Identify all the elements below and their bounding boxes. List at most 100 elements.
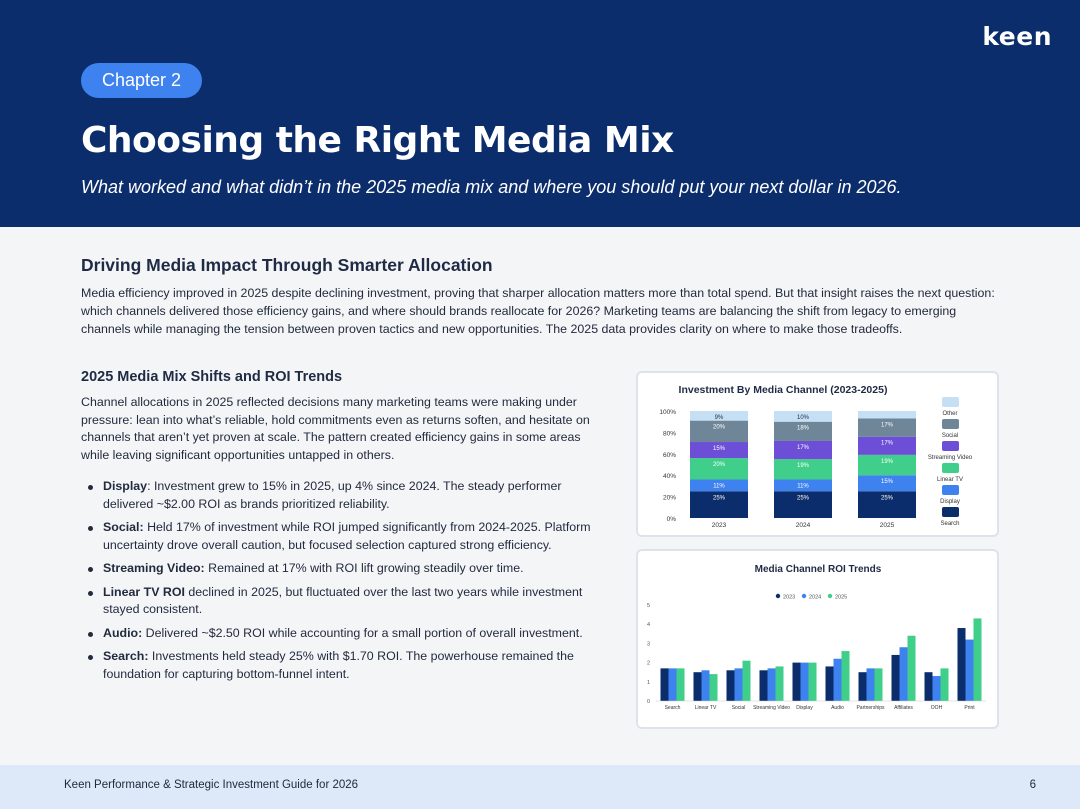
- y-tick-label: 40%: [663, 473, 676, 480]
- intro-paragraph: Media efficiency improved in 2025 despit…: [81, 286, 995, 336]
- data-label: 25%: [797, 495, 810, 501]
- x-tick-label: OOH: [931, 705, 943, 711]
- bar-segment-search: [858, 491, 916, 518]
- legend-label: Search: [940, 521, 959, 527]
- chart-title: Media Channel ROI Trends: [755, 564, 882, 575]
- roi-bar-2023: [693, 672, 702, 701]
- chart-title: Investment By Media Channel (2023-2025): [679, 384, 888, 396]
- bullet-streaming-video: Streaming Video: Remained at 17% with RO…: [85, 560, 613, 578]
- roi-bar-2023: [858, 672, 867, 701]
- roi-bar-2025: [808, 662, 817, 701]
- roi-bar-2024: [701, 670, 710, 701]
- data-label: 25%: [881, 495, 894, 501]
- data-label: 20%: [713, 462, 726, 468]
- bar-segment-other: [690, 411, 748, 421]
- y-tick-label: 20%: [663, 495, 676, 502]
- data-label: 20%: [713, 425, 726, 431]
- x-tick-label: 2024: [796, 522, 811, 529]
- data-label: 17%: [881, 441, 894, 447]
- data-label: 18%: [797, 426, 810, 432]
- section-heading: Driving Media Impact Through Smarter All…: [81, 255, 493, 275]
- roi-bar-2023: [660, 668, 669, 701]
- trends-heading: 2025 Media Mix Shifts and ROI Trends: [81, 369, 343, 385]
- bullet-label: Audio:: [103, 625, 143, 640]
- legend-swatch: [942, 441, 959, 451]
- roi-bar-2025: [676, 668, 685, 701]
- bullet-audio: Audio: Delivered ~$2.50 ROI while accoun…: [85, 625, 613, 643]
- bullet-label: Streaming Video:: [103, 561, 205, 575]
- bar-segment-search: [774, 491, 832, 518]
- x-tick-label: Social: [732, 705, 746, 711]
- data-label: 15%: [713, 446, 726, 452]
- data-label: 9%: [715, 415, 724, 421]
- y-tick-label: 4: [647, 622, 650, 628]
- bullet-text: Held 17% of investment while ROI jumped …: [103, 520, 591, 552]
- legend-label: 2025: [835, 595, 847, 601]
- y-tick-label: 100%: [659, 409, 676, 416]
- roi-bar-2024: [668, 668, 677, 701]
- channel-bullet-list: Display: Investment grew to 15% in 2025,…: [85, 478, 613, 689]
- roi-bar-2025: [973, 618, 982, 701]
- legend-dot: [775, 593, 781, 599]
- roi-bar-2025: [742, 660, 751, 701]
- page-subtitle: What worked and what didn’t in the 2025 …: [81, 177, 902, 197]
- bar-segment-display: [774, 479, 832, 492]
- bar-segment-search: [690, 491, 748, 518]
- data-label: 15%: [881, 479, 894, 485]
- bullet-search: Search: Investments held steady 25% with…: [85, 648, 613, 683]
- x-tick-label: Streaming Video: [753, 705, 790, 711]
- roi-bar-2025: [841, 651, 850, 701]
- bar-segment-streaming-video: [690, 442, 748, 459]
- roi-bar-2024: [833, 658, 842, 701]
- trends-paragraph: Channel allocations in 2025 reflected de…: [81, 395, 590, 462]
- y-tick-label: 5: [647, 603, 650, 609]
- data-label: 11%: [797, 483, 809, 489]
- bullet-label: Search:: [103, 649, 149, 663]
- roi-bar-2024: [899, 647, 908, 701]
- x-tick-label: Display: [796, 705, 813, 711]
- bar-segment-linear-tv: [858, 454, 916, 476]
- page-number: 6: [1029, 779, 1036, 791]
- bullet-text: declined in 2025, but fluctuated over th…: [103, 584, 583, 617]
- roi-bar-2023: [792, 662, 801, 701]
- footer-title: Keen Performance & Strategic Investment …: [64, 779, 359, 791]
- roi-bar-2023: [726, 670, 735, 701]
- header-banner: keen Chapter 2 Choosing the Right Media …: [0, 0, 1080, 227]
- bullet-label: Display: [103, 479, 148, 493]
- y-tick-label: 80%: [663, 430, 676, 437]
- bar-segment-linear-tv: [774, 459, 832, 480]
- bar-segment-streaming-video: [858, 436, 916, 455]
- x-tick-label: Audio: [831, 705, 844, 711]
- legend-dot: [801, 593, 807, 599]
- bullet-display: Display: Investment grew to 15% in 2025,…: [85, 478, 613, 513]
- x-tick-label: Print: [964, 705, 975, 711]
- legend-swatch: [942, 419, 959, 429]
- bar-segment-display: [858, 475, 916, 492]
- legend-label: Linear TV: [937, 477, 963, 483]
- roi-bar-2024: [965, 639, 974, 701]
- legend-label: Display: [940, 499, 960, 505]
- data-label: 10%: [797, 415, 810, 421]
- roi-chart-card: Media Channel ROI Trends 2023 2024 2025 0 1 2 3…: [636, 549, 999, 729]
- roi-bar-2024: [734, 668, 743, 701]
- y-tick-label: 3: [647, 641, 650, 647]
- bullet-text: : Investment grew to 15% in 2025, up 4% …: [103, 479, 562, 511]
- roi-bar-2025: [874, 668, 883, 701]
- roi-bar-2024: [767, 668, 776, 701]
- legend-label: Social: [942, 433, 958, 439]
- roi-grouped-bar-chart: Media Channel ROI Trends 2023 2024 2025 0 1 2 3…: [647, 564, 986, 711]
- x-tick-label: Affiliates: [894, 705, 913, 711]
- y-tick-label: 1: [647, 680, 650, 686]
- roi-bar-2025: [709, 674, 718, 701]
- roi-bar-2023: [924, 672, 933, 701]
- bar-segment-streaming-video: [774, 440, 832, 460]
- x-tick-label: Linear TV: [695, 705, 717, 711]
- bar-segment-social: [774, 421, 832, 441]
- legend-swatch: [942, 485, 959, 495]
- roi-bar-2024: [866, 668, 875, 701]
- investment-stacked-bar-chart: Investment By Media Channel (2023-2025) 0…: [659, 384, 973, 529]
- legend-label: 2023: [783, 595, 795, 601]
- bullet-label: Linear TV ROI: [103, 584, 185, 599]
- legend-label: Streaming Video: [928, 455, 973, 461]
- legend-swatch: [942, 463, 959, 473]
